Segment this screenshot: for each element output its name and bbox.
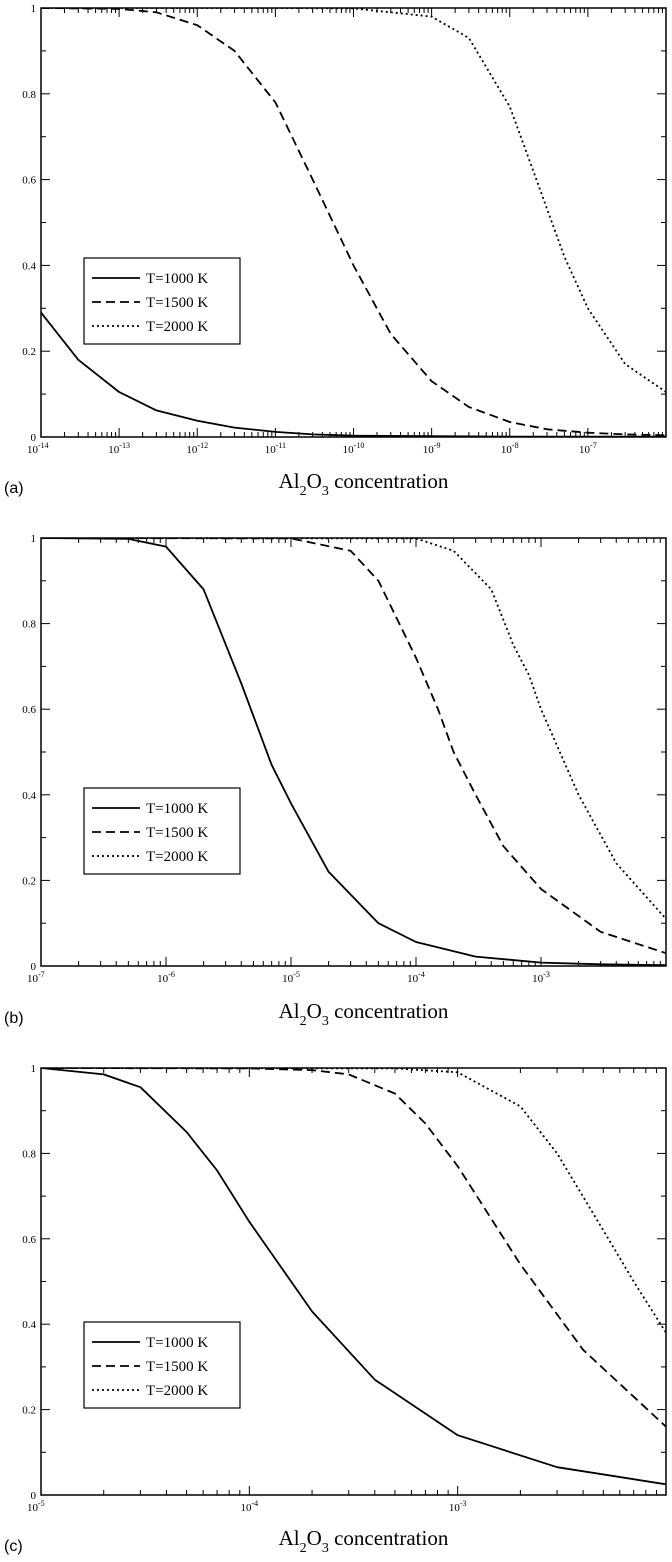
y-tick-label: 0 [31,432,37,444]
x-tick-label: 10-3 [532,970,550,985]
y-tick-label: 0.4 [22,1319,36,1331]
y-tick-label: 0.2 [22,1405,36,1417]
y-tick-label: 0.6 [22,175,36,187]
x-tick-label: 10-5 [27,1499,45,1514]
y-tick-label: 1 [31,3,37,15]
series-line-solid [41,538,666,966]
x-tick-label: 10-12 [186,441,208,456]
series-line-solid [41,1068,666,1486]
y-tick-label: 0.2 [22,346,36,358]
y-tick-label: 0.6 [22,1234,36,1246]
x-tick-label: 10-10 [343,441,365,456]
x-tick-label: 10-5 [282,970,300,985]
legend-label: T=1500 K [146,1359,208,1375]
legend-label: T=2000 K [146,1383,208,1399]
y-tick-label: 1 [31,1063,37,1075]
legend: T=1000 K T=1500 K T=2000 K [83,1321,241,1409]
series-line-dashed [41,538,666,955]
x-tick-label: 10-4 [407,970,425,985]
y-tick-label: 0.8 [22,89,36,101]
series-line-dotted [41,538,666,920]
legend-box [83,257,241,345]
plot-frame [40,537,667,967]
panel-label: (b) [4,1010,24,1027]
legend-label: T=2000 K [146,319,208,335]
series-line-solid [41,312,666,437]
x-tick-label: 10-4 [240,1499,258,1514]
legend: T=1000 K T=1500 K T=2000 K [83,787,241,875]
plot-frame [40,1067,667,1496]
x-tick-label: 10-8 [501,441,519,456]
legend-label: T=1000 K [146,1335,208,1351]
x-tick-label: 10-7 [27,970,45,985]
legend-label: T=1500 K [146,825,208,841]
y-tick-label: 0.4 [22,260,36,272]
x-tick-label: 10-3 [449,1499,467,1514]
plot-frame [40,7,667,438]
panel-label: (a) [4,480,24,497]
y-tick-label: 1 [31,533,37,545]
y-tick-label: 0.4 [22,790,36,802]
x-tick-label: 10-13 [108,441,130,456]
x-tick-label: 10-9 [423,441,441,456]
y-tick-label: 0 [31,1490,37,1502]
legend-label: T=1000 K [146,801,208,817]
chart-panel-b: 10-7 10-6 10-5 10-4 10-3 0 0.2 0.4 0.6 0.8 1 T=1000… [4,533,667,1029]
y-tick-label: 0 [31,961,37,973]
x-axis-title: Al2O3 concentration [279,469,449,499]
y-tick-label: 0.6 [22,704,36,716]
y-tick-label: 0.8 [22,1148,36,1160]
panel-label: (c) [4,1538,23,1555]
chart-panel-a: 10-14 10-13 10-12 10-11 10-10 10-9 10-8 10-7 0 0.… [4,3,667,499]
x-axis-title: Al2O3 concentration [279,999,449,1029]
legend-label: T=2000 K [146,849,208,865]
x-axis-title: Al2O3 concentration [279,1526,449,1556]
series-line-dotted [41,8,666,393]
x-tick-label: 10-6 [157,970,175,985]
series-line-dotted [41,1068,666,1334]
x-tick-label: 10-11 [265,441,286,456]
legend-box [83,1321,241,1409]
series-line-dashed [41,1068,666,1428]
x-tick-label: 10-14 [27,441,49,456]
x-tick-label: 10-7 [579,441,597,456]
series-line-dashed [41,8,666,437]
legend-box [83,787,241,875]
legend: T=1000 K T=1500 K T=2000 K [83,257,241,345]
legend-label: T=1000 K [146,271,208,287]
y-tick-label: 0.8 [22,619,36,631]
y-tick-label: 0.2 [22,875,36,887]
chart-panel-c: 10-5 10-4 10-3 0 0.2 0.4 0.6 0.8 1 T=1000 K T=1500… [4,1063,667,1556]
legend-label: T=1500 K [146,295,208,311]
